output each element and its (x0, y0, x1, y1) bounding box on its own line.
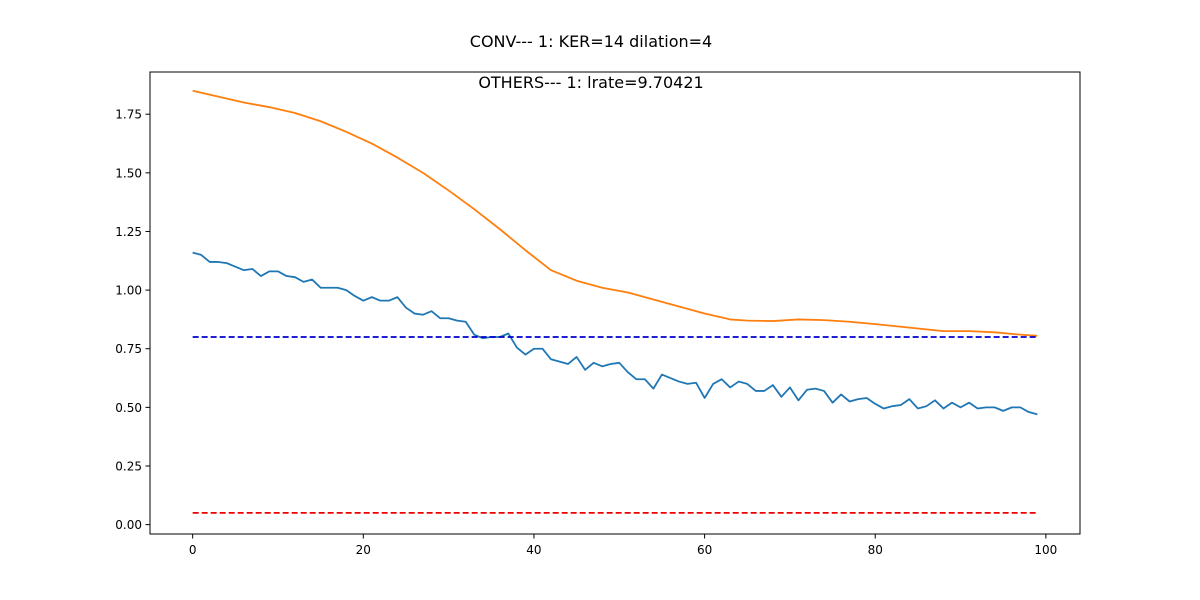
chart-subtitle: OTHERS--- 1: lrate=9.70421 (478, 73, 703, 92)
series-line-1 (192, 89, 1038, 337)
y-tick-label-3: 0.75 (115, 342, 142, 356)
x-tick-label-2: 40 (526, 543, 541, 557)
axes-frame (149, 71, 1081, 535)
y-tick-label-0: 0.00 (115, 518, 142, 532)
y-tick-label-6: 1.50 (115, 166, 142, 180)
series-line-0 (192, 251, 1038, 416)
x-tick-label-5: 100 (1034, 543, 1057, 557)
x-tick-label-0: 0 (189, 543, 197, 557)
chart-title: CONV--- 1: KER=14 dilation=4 (470, 32, 712, 51)
y-tick-label-5: 1.25 (115, 225, 142, 239)
x-tick-label-4: 80 (868, 543, 883, 557)
y-tick-label-2: 0.50 (115, 401, 142, 415)
y-tick-label-4: 1.00 (115, 284, 142, 298)
x-tick-label-3: 60 (697, 543, 712, 557)
y-tick-label-7: 1.75 (115, 108, 142, 122)
y-tick-label-1: 0.25 (115, 459, 142, 473)
x-tick-label-1: 20 (356, 543, 371, 557)
plot-area-group: 0 20 40 60 80 100 0.00 0.25 0.50 0.75 1.00 1.25 1.50… (115, 71, 1081, 557)
